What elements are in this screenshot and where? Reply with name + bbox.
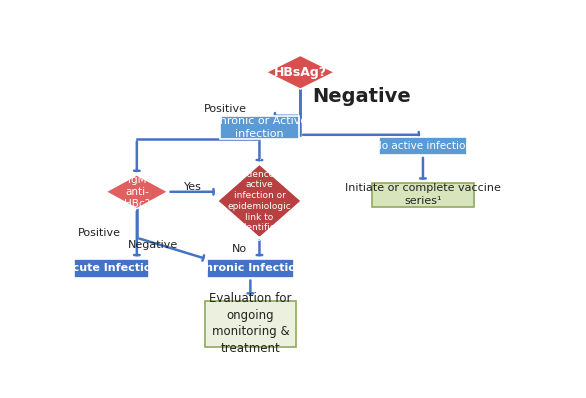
FancyBboxPatch shape: [207, 259, 294, 278]
FancyBboxPatch shape: [220, 116, 299, 139]
Text: Initiate or complete vaccine
series¹: Initiate or complete vaccine series¹: [345, 183, 501, 206]
FancyBboxPatch shape: [74, 259, 149, 278]
Polygon shape: [106, 175, 168, 209]
Text: Chronic Infection: Chronic Infection: [197, 263, 304, 273]
Polygon shape: [266, 55, 335, 89]
Text: Positive: Positive: [204, 104, 247, 114]
Text: Positive: Positive: [78, 228, 121, 238]
FancyBboxPatch shape: [372, 183, 474, 207]
FancyBboxPatch shape: [379, 137, 467, 155]
Text: Acute Infection: Acute Infection: [64, 263, 159, 273]
Text: Negative: Negative: [312, 87, 411, 106]
Text: Clinical
evidence of
active
infection or
epidemiologic
link to
identified
case?: Clinical evidence of active infection or…: [227, 159, 291, 243]
Text: Yes: Yes: [184, 182, 202, 192]
Text: HBsAg?: HBsAg?: [274, 66, 327, 79]
Text: Chronic or Active
infection: Chronic or Active infection: [212, 116, 307, 139]
Polygon shape: [217, 164, 301, 238]
Text: IgM
anti-
HBc?: IgM anti- HBc?: [124, 175, 150, 209]
FancyBboxPatch shape: [205, 300, 296, 347]
Text: Evaluation for
ongoing
monitoring &
treatment: Evaluation for ongoing monitoring & trea…: [209, 292, 292, 355]
Text: Negative: Negative: [128, 240, 178, 250]
Text: No: No: [231, 244, 247, 254]
Text: No active infection: No active infection: [374, 141, 472, 151]
